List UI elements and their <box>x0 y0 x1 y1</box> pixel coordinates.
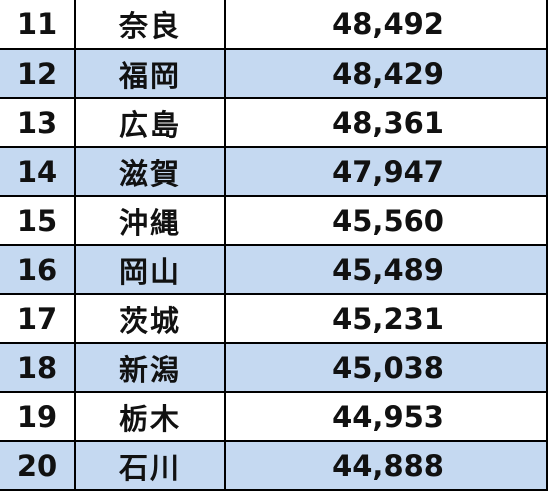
table-row: 14 滋賀 47,947 <box>0 146 548 197</box>
table-row: 19 栃木 44,953 <box>0 391 548 442</box>
prefecture-cell: 奈良 <box>74 0 226 50</box>
table-row: 11 奈良 48,492 <box>0 0 548 50</box>
rank-cell: 17 <box>0 293 76 344</box>
prefecture-cell: 広島 <box>74 97 226 148</box>
table-row: 20 石川 44,888 <box>0 440 548 491</box>
value-cell: 48,492 <box>224 0 548 50</box>
table-row: 16 岡山 45,489 <box>0 244 548 295</box>
value-cell: 44,888 <box>224 440 548 491</box>
value-cell: 45,560 <box>224 195 548 246</box>
prefecture-cell: 沖縄 <box>74 195 226 246</box>
table-row: 15 沖縄 45,560 <box>0 195 548 246</box>
prefecture-cell: 茨城 <box>74 293 226 344</box>
table-row: 17 茨城 45,231 <box>0 293 548 344</box>
value-cell: 45,231 <box>224 293 548 344</box>
prefecture-cell: 新潟 <box>74 342 226 393</box>
table-row: 18 新潟 45,038 <box>0 342 548 393</box>
rank-cell: 18 <box>0 342 76 393</box>
value-cell: 47,947 <box>224 146 548 197</box>
value-cell: 48,361 <box>224 97 548 148</box>
table-row: 12 福岡 48,429 <box>0 48 548 99</box>
rank-cell: 11 <box>0 0 76 50</box>
rank-cell: 14 <box>0 146 76 197</box>
prefecture-cell: 岡山 <box>74 244 226 295</box>
rank-cell: 20 <box>0 440 76 491</box>
rank-cell: 12 <box>0 48 76 99</box>
rank-cell: 19 <box>0 391 76 442</box>
value-cell: 45,038 <box>224 342 548 393</box>
value-cell: 44,953 <box>224 391 548 442</box>
rank-cell: 15 <box>0 195 76 246</box>
rank-cell: 16 <box>0 244 76 295</box>
value-cell: 48,429 <box>224 48 548 99</box>
rank-cell: 13 <box>0 97 76 148</box>
prefecture-cell: 石川 <box>74 440 226 491</box>
prefecture-cell: 福岡 <box>74 48 226 99</box>
prefecture-cell: 滋賀 <box>74 146 226 197</box>
prefecture-cell: 栃木 <box>74 391 226 442</box>
table-row: 13 広島 48,361 <box>0 97 548 148</box>
value-cell: 45,489 <box>224 244 548 295</box>
